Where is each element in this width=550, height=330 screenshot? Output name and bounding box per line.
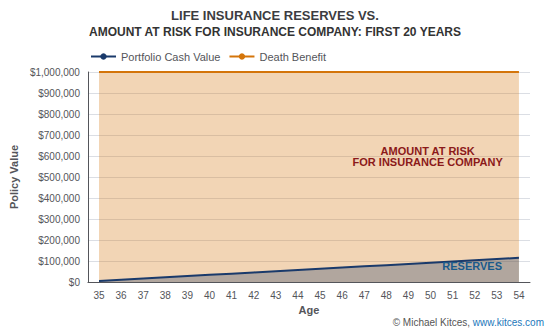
svg-text:40: 40 xyxy=(204,290,216,301)
svg-text:44: 44 xyxy=(292,290,304,301)
svg-text:$400,000: $400,000 xyxy=(38,193,80,204)
svg-text:37: 37 xyxy=(138,290,150,301)
svg-text:35: 35 xyxy=(93,290,105,301)
svg-text:$200,000: $200,000 xyxy=(38,235,80,246)
svg-text:$900,000: $900,000 xyxy=(38,88,80,99)
svg-text:Death Benefit: Death Benefit xyxy=(259,51,326,63)
svg-text:36: 36 xyxy=(116,290,128,301)
svg-text:38: 38 xyxy=(160,290,172,301)
svg-text:45: 45 xyxy=(314,290,326,301)
svg-text:39: 39 xyxy=(182,290,194,301)
svg-text:$800,000: $800,000 xyxy=(38,109,80,120)
svg-text:$100,000: $100,000 xyxy=(38,256,80,267)
svg-text:Portfolio Cash Value: Portfolio Cash Value xyxy=(121,51,220,63)
svg-text:$500,000: $500,000 xyxy=(38,172,80,183)
svg-text:$0: $0 xyxy=(69,277,81,288)
svg-text:LIFE INSURANCE RESERVES VS.: LIFE INSURANCE RESERVES VS. xyxy=(171,8,379,23)
svg-text:48: 48 xyxy=(381,290,393,301)
svg-text:Age: Age xyxy=(299,304,320,316)
svg-text:50: 50 xyxy=(425,290,437,301)
svg-text:51: 51 xyxy=(447,290,459,301)
svg-text:$1,000,000: $1,000,000 xyxy=(30,67,80,78)
svg-text:RESERVES: RESERVES xyxy=(442,260,502,272)
svg-text:54: 54 xyxy=(513,290,525,301)
svg-text:49: 49 xyxy=(403,290,415,301)
svg-text:$600,000: $600,000 xyxy=(38,151,80,162)
svg-text:www.kitces.com: www.kitces.com xyxy=(472,317,544,328)
svg-text:46: 46 xyxy=(337,290,349,301)
svg-text:47: 47 xyxy=(359,290,371,301)
svg-text:AMOUNT AT RISK: AMOUNT AT RISK xyxy=(380,144,475,157)
svg-text:41: 41 xyxy=(226,290,238,301)
svg-text:53: 53 xyxy=(491,290,503,301)
svg-text:AMOUNT AT RISK FOR INSURANCE C: AMOUNT AT RISK FOR INSURANCE COMPANY: FI… xyxy=(89,25,461,39)
svg-text:Policy Value: Policy Value xyxy=(8,145,20,209)
svg-text:© Michael Kitces,: © Michael Kitces, xyxy=(393,317,473,328)
svg-text:$700,000: $700,000 xyxy=(38,130,80,141)
svg-text:FOR INSURANCE COMPANY: FOR INSURANCE COMPANY xyxy=(353,156,504,168)
svg-text:42: 42 xyxy=(248,290,260,301)
svg-text:43: 43 xyxy=(270,290,282,301)
svg-text:52: 52 xyxy=(469,290,481,301)
svg-text:$300,000: $300,000 xyxy=(38,214,80,225)
